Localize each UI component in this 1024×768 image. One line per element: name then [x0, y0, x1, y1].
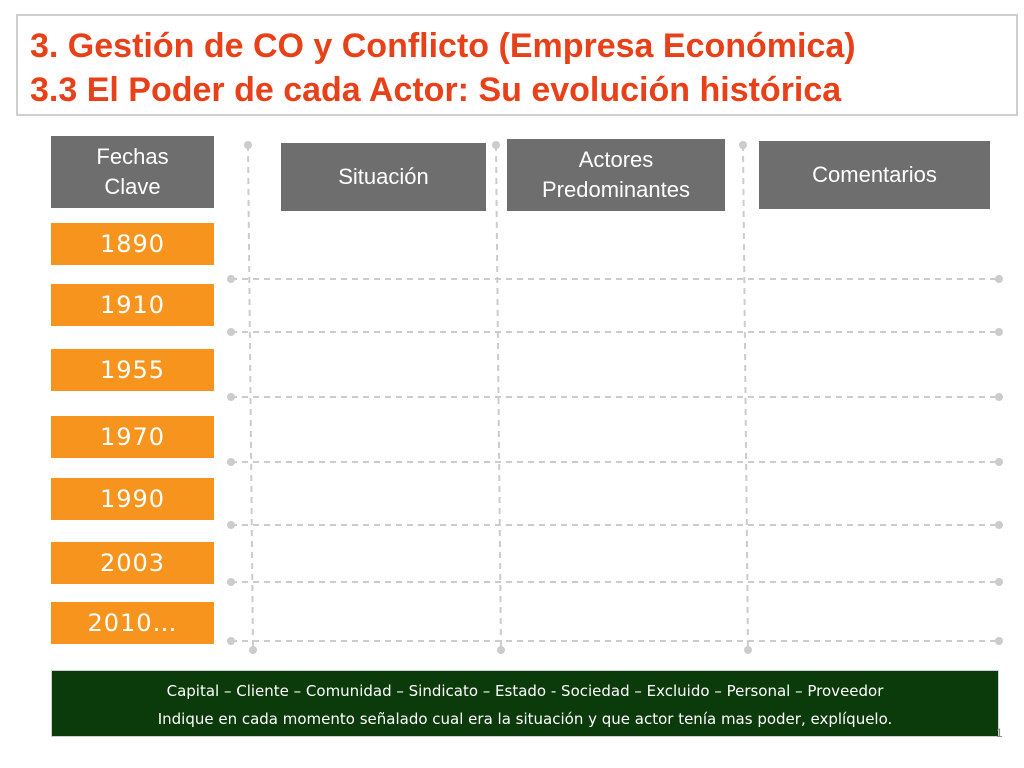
date-box-1890: 1890: [51, 223, 214, 265]
instructions-box: Capital – Cliente – Comunidad – Sindicat…: [51, 670, 999, 737]
header-actores-predominantes: Actores Predominantes: [507, 139, 725, 211]
date-box-2003: 2003: [51, 542, 214, 584]
vertical-divider-1: [247, 144, 254, 651]
vertical-divider-2: [495, 144, 502, 651]
actor-list: Capital – Cliente – Comunidad – Sindicat…: [166, 682, 884, 700]
header-fechas-clave: Fechas Clave: [51, 136, 214, 208]
date-box-1910: 1910: [51, 284, 214, 326]
slide-title-box: 3. Gestión de CO y Conflicto (Empresa Ec…: [16, 14, 1018, 116]
date-box-1955: 1955: [51, 349, 214, 391]
instructions-text: Indique en cada momento señalado cual er…: [157, 710, 893, 728]
slide-title-line-2: 3.3 El Poder de cada Actor: Su evolución…: [30, 71, 842, 109]
slide-number: 1: [996, 726, 1003, 740]
vertical-divider-3: [742, 144, 749, 651]
date-box-2010: 2010…: [51, 602, 214, 644]
header-comentarios: Comentarios: [759, 141, 990, 209]
date-box-1990: 1990: [51, 478, 214, 520]
header-situacion: Situación: [281, 143, 486, 211]
slide-title-line-1: 3. Gestión de CO y Conflicto (Empresa Ec…: [30, 27, 856, 65]
date-box-1970: 1970: [51, 416, 214, 458]
